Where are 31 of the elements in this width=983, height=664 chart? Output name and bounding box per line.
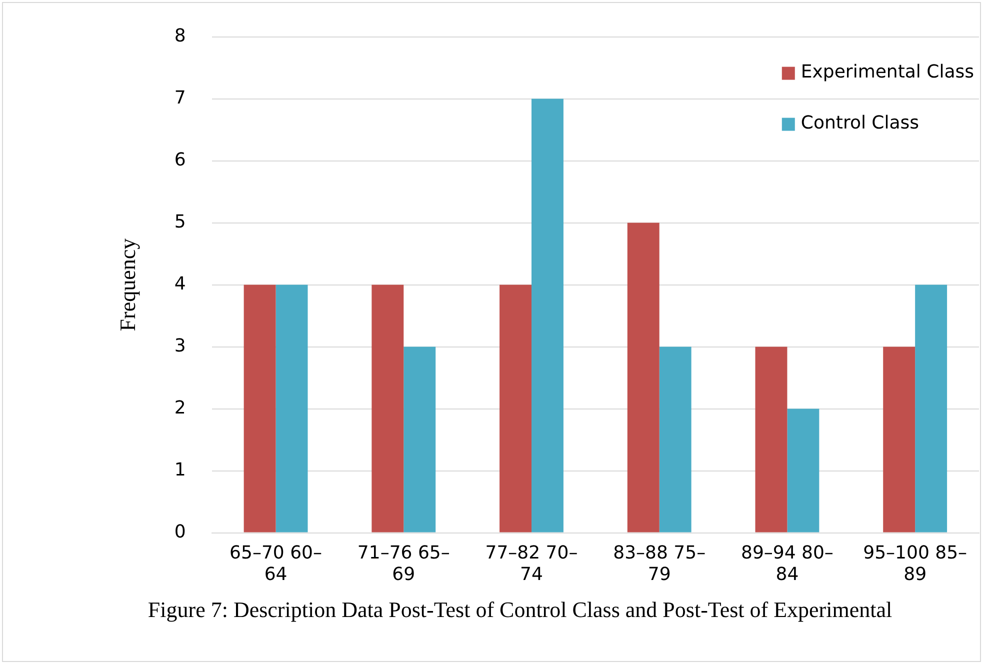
x-tick-label: 95–100 85–89 xyxy=(863,542,968,585)
bar xyxy=(244,284,276,532)
bar xyxy=(627,222,660,532)
bar xyxy=(755,346,788,532)
caption: Figure 7: Description Data Post-Test of Control Class and Post-Test of Experimental xyxy=(146,596,894,624)
bar xyxy=(659,346,692,532)
bar xyxy=(404,346,436,532)
y-tick-label: 7 xyxy=(174,87,186,108)
bar xyxy=(787,408,820,532)
y-tick-label: 8 xyxy=(174,25,186,46)
bar xyxy=(883,346,916,532)
bar xyxy=(500,284,532,532)
y-tick-label: 1 xyxy=(174,459,186,480)
x-tick-label: 83–88 75–79 xyxy=(613,542,706,585)
y-tick-label: 2 xyxy=(174,397,186,418)
x-tick-label: 71–76 65–69 xyxy=(357,542,450,585)
x-tick-label: 65–70 60–64 xyxy=(230,542,322,585)
bar xyxy=(276,284,308,532)
bar xyxy=(372,284,404,532)
y-tick-label: 0 xyxy=(174,521,186,542)
bar xyxy=(915,284,948,532)
y-tick-label: 5 xyxy=(174,211,186,232)
y-axis-title: Frequency xyxy=(114,238,140,332)
legend-label: Control Class xyxy=(800,112,920,134)
y-tick-label: 6 xyxy=(174,149,186,170)
bar xyxy=(531,98,564,532)
y-tick-label: 3 xyxy=(174,335,186,356)
x-tick-label: 77–82 70–74 xyxy=(485,542,578,585)
y-tick-label: 4 xyxy=(174,273,186,294)
x-tick-label: 89–94 80–84 xyxy=(740,542,834,585)
legend-label: Experimental Class xyxy=(800,61,974,82)
